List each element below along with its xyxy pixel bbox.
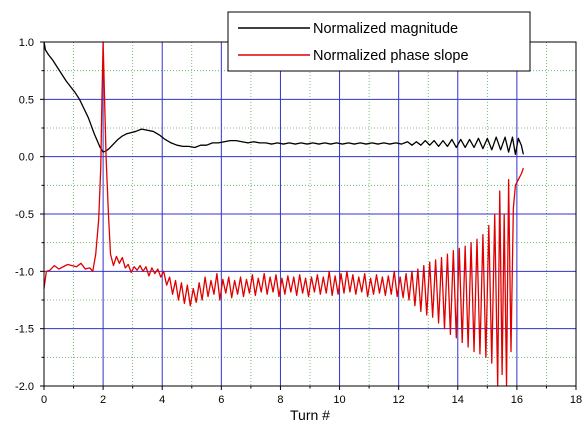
x-tick-label: 10 xyxy=(333,394,345,406)
series-line-magnitude xyxy=(43,41,525,156)
legend-label-phase-slope: Normalized phase slope xyxy=(313,48,469,64)
y-tick-label: 1.0 xyxy=(19,37,34,49)
y-tick-label: 0.5 xyxy=(19,94,34,106)
y-tick-label: 0.0 xyxy=(19,152,34,164)
x-tick-label: 8 xyxy=(277,394,283,406)
axis-ticks xyxy=(40,41,577,390)
y-tick-label: -2.0 xyxy=(15,381,34,393)
legend-label-magnitude: Normalized magnitude xyxy=(313,21,458,37)
x-tick-label: 4 xyxy=(159,394,165,406)
x-tick-label: 6 xyxy=(218,394,224,406)
x-tick-label: 0 xyxy=(41,394,47,406)
series-layer xyxy=(43,41,525,387)
y-tick-label: -1.5 xyxy=(15,324,34,336)
legend-box xyxy=(227,11,531,72)
x-tick-label: 14 xyxy=(452,394,464,406)
legend: Normalized magnitude Normalized phase sl… xyxy=(227,11,531,72)
x-tick-label: 16 xyxy=(511,394,523,406)
x-axis-title: Turn # xyxy=(290,407,330,423)
x-tick-label: 12 xyxy=(393,394,405,406)
x-tick-label: 2 xyxy=(100,394,106,406)
y-tick-label: -0.5 xyxy=(15,209,34,221)
tick-labels: 0 2 4 6 8 10 12 14 16 18 1.0 0.5 0.0 -0.5 -1.0 -1.5 -2.0 xyxy=(15,37,582,406)
series-line-phase-slope xyxy=(43,41,525,387)
y-tick-label: -1.0 xyxy=(15,266,34,278)
x-tick-label: 18 xyxy=(570,394,582,406)
major-grid xyxy=(44,42,576,386)
